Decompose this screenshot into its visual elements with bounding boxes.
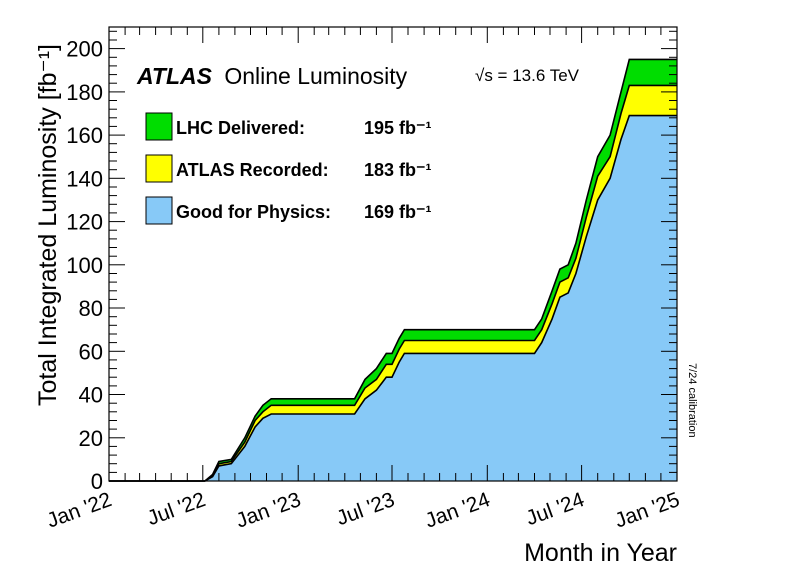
series-line-0 [109,58,677,482]
title-brand: ATLAS [136,63,213,89]
legend-swatch [145,112,173,141]
calibration-note: 7/24 calibration [686,363,698,438]
y-tick-label: 140 [66,166,103,191]
y-tick-label: 20 [79,426,103,451]
legend-swatch [145,196,173,225]
plot-frame [108,26,678,482]
series-line-1 [109,84,677,482]
axis-ticks [108,27,678,482]
chart-title: ATLAS Online Luminosity [136,63,408,89]
y-tick-label: 180 [66,80,103,105]
legend-label: LHC Delivered: [176,118,305,138]
y-tick-label: 100 [66,253,103,278]
title-rest: Online Luminosity [224,63,407,89]
series-area-2 [109,115,677,481]
y-tick-label: 60 [79,339,103,364]
y-tick-label: 80 [79,296,103,321]
series-areas [109,58,677,482]
x-axis-label: Month in Year [524,539,677,565]
y-tick-label: 40 [79,383,103,408]
y-tick-labels: 0 20 40 60 80 100 120 140 160 180 200 [66,37,103,494]
y-tick-label: 0 [91,469,103,494]
y-tick-label: 120 [66,210,103,235]
legend-swatch [145,154,173,183]
legend-total: 195 fb⁻¹ [364,118,432,138]
legend: LHC Delivered: 195 fb⁻¹ ATLAS Recorded: 183… [145,112,432,225]
legend-total: 169 fb⁻¹ [364,202,432,222]
y-axis-label: Total Integrated Luminosity [fb⁻¹] [34,44,62,406]
y-tick-label: 160 [66,123,103,148]
legend-label: ATLAS Recorded: [176,160,329,180]
energy-label: √s = 13.6 TeV [475,66,580,85]
legend-label: Good for Physics: [176,202,331,222]
legend-total: 183 fb⁻¹ [364,160,432,180]
y-tick-label: 200 [66,37,103,62]
series-line-2 [109,114,677,482]
